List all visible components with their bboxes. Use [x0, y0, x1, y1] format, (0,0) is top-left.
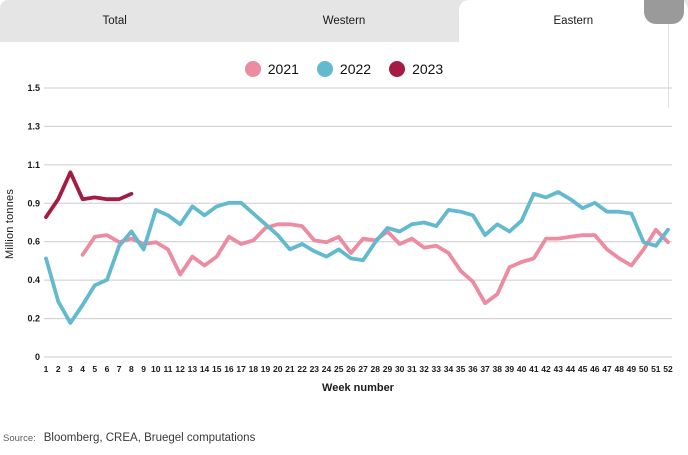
x-tick-label: 5 [92, 364, 97, 374]
legend-swatch-2022 [316, 61, 333, 77]
legend-swatch-2023 [389, 61, 406, 77]
x-tick-label: 19 [261, 364, 271, 374]
x-tick-label: 33 [432, 364, 442, 374]
x-tick-label: 46 [590, 364, 600, 374]
x-tick-label: 18 [249, 364, 259, 374]
tab-bar: Total Western Eastern [0, 0, 688, 42]
x-tick-label: 32 [419, 364, 429, 374]
x-tick-label: 34 [444, 364, 454, 374]
x-tick-label: 39 [505, 364, 515, 374]
x-tick-label: 16 [224, 364, 234, 374]
x-tick-label: 37 [480, 364, 490, 374]
y-tick-label: 0.6 [27, 237, 40, 247]
x-tick-label: 26 [346, 364, 356, 374]
x-tick-label: 21 [285, 364, 295, 374]
legend-swatch-2021 [244, 61, 261, 77]
x-tick-label: 29 [383, 364, 393, 374]
x-tick-label: 20 [273, 364, 283, 374]
x-tick-label: 23 [310, 364, 320, 374]
x-tick-label: 41 [529, 364, 539, 374]
x-tick-label: 49 [627, 364, 637, 374]
line-chart: 1.51.31.10.90.60.40.201 2 3 4 5 6 7 8 9 10 11 12 13 1… [27, 83, 673, 374]
x-tick-label: 40 [517, 364, 527, 374]
y-tick-label: 1.5 [27, 83, 40, 93]
source-row: Source: Bloomberg, CREA, Bruegel computa… [3, 432, 255, 444]
x-tick-label: 24 [322, 364, 332, 374]
x-tick-label: 9 [141, 364, 146, 374]
source-label: Source: [3, 433, 36, 444]
x-tick-label: 11 [163, 364, 172, 374]
x-tick-label: 13 [188, 364, 198, 374]
x-tick-label: 6 [105, 364, 110, 374]
x-tick-label: 43 [554, 364, 564, 374]
x-tick-label: 35 [456, 364, 466, 374]
x-tick-label: 8 [129, 364, 134, 374]
y-tick-label: 0 [35, 352, 40, 362]
x-tick-label: 50 [639, 364, 649, 374]
legend-label-2023: 2023 [412, 61, 444, 77]
x-tick-label: 25 [334, 364, 344, 374]
legend-item-2023: 2023 [389, 61, 443, 77]
legend-item-2021: 2021 [244, 61, 299, 77]
y-tick-label: 0.2 [27, 314, 40, 324]
tab-eastern-label: Eastern [553, 15, 594, 27]
y-tick-label: 0.4 [27, 275, 40, 285]
x-tick-label: 36 [468, 364, 478, 374]
x-tick-label: 45 [578, 364, 588, 374]
legend: 2021 2022 2023 [0, 61, 688, 77]
x-tick-label: 27 [358, 364, 368, 374]
x-tick-label: 2 [56, 364, 61, 374]
x-tick-label: 17 [236, 364, 246, 374]
x-tick-label: 44 [566, 364, 576, 374]
y-tick-label: 0.9 [27, 198, 40, 208]
x-tick-label: 1 [44, 364, 49, 374]
x-tick-label: 14 [200, 364, 210, 374]
series-line-2021 [80, 222, 670, 306]
panel-edge-line [668, 0, 669, 108]
x-tick-label: 28 [371, 364, 381, 374]
x-axis-title: Week number [322, 382, 394, 394]
x-tick-label: 51 [651, 364, 661, 374]
corner-button[interactable] [644, 0, 684, 24]
x-tick-label: 52 [663, 364, 673, 374]
tab-western[interactable]: Western [229, 0, 458, 42]
x-tick-label: 12 [175, 364, 185, 374]
x-tick-label: 30 [395, 364, 405, 374]
x-tick-label: 48 [614, 364, 624, 374]
x-tick-label: 7 [117, 364, 122, 374]
x-tick-label: 31 [407, 364, 417, 374]
x-tick-label: 38 [493, 364, 503, 374]
source-text: Bloomberg, CREA, Bruegel computations [43, 432, 256, 444]
x-tick-label: 42 [541, 364, 551, 374]
x-tick-label: 4 [80, 364, 85, 374]
series-line-2022 [44, 190, 670, 325]
legend-label-2022: 2022 [339, 61, 372, 77]
legend-label-2021: 2021 [267, 61, 299, 77]
x-tick-label: 15 [212, 364, 222, 374]
tab-western-label: Western [322, 15, 366, 27]
tab-total-label: Total [102, 15, 127, 27]
y-tick-label: 1.1 [27, 160, 40, 170]
x-tick-label: 10 [151, 364, 161, 374]
x-tick-label: 22 [297, 364, 307, 374]
x-tick-label: 3 [68, 364, 73, 374]
series-line-2023 [44, 170, 134, 220]
y-tick-label: 1.3 [27, 121, 40, 131]
legend-item-2022: 2022 [316, 61, 372, 77]
tab-total[interactable]: Total [0, 0, 229, 42]
x-tick-label: 47 [602, 364, 612, 374]
